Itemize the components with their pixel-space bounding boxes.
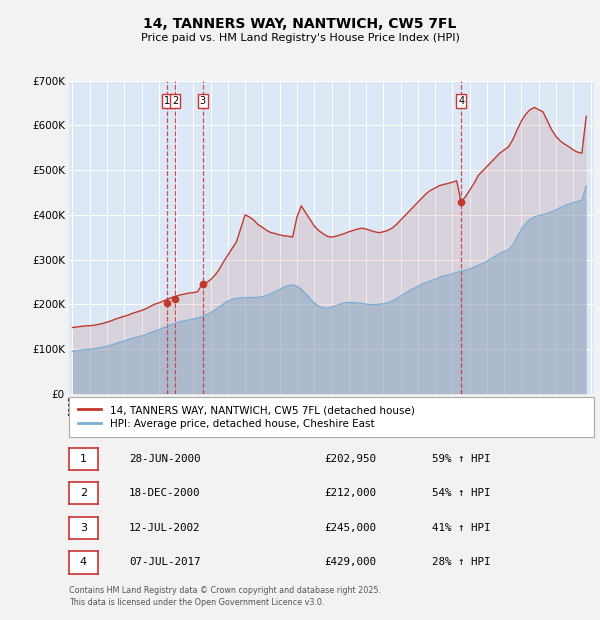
Text: 3: 3: [80, 523, 87, 533]
Text: 54% ↑ HPI: 54% ↑ HPI: [432, 489, 491, 498]
Text: 14, TANNERS WAY, NANTWICH, CW5 7FL: 14, TANNERS WAY, NANTWICH, CW5 7FL: [143, 17, 457, 30]
Text: 28% ↑ HPI: 28% ↑ HPI: [432, 557, 491, 567]
Text: £212,000: £212,000: [324, 489, 376, 498]
Text: 2: 2: [172, 96, 179, 106]
Text: £429,000: £429,000: [324, 557, 376, 567]
Text: 4: 4: [80, 557, 87, 567]
Text: 4: 4: [458, 96, 464, 106]
Text: £245,000: £245,000: [324, 523, 376, 533]
Text: 41% ↑ HPI: 41% ↑ HPI: [432, 523, 491, 533]
Text: 1: 1: [164, 96, 170, 106]
Text: 59% ↑ HPI: 59% ↑ HPI: [432, 454, 491, 464]
Text: 3: 3: [199, 96, 206, 106]
Text: 18-DEC-2000: 18-DEC-2000: [129, 489, 200, 498]
Text: Price paid vs. HM Land Registry's House Price Index (HPI): Price paid vs. HM Land Registry's House …: [140, 33, 460, 43]
Text: 28-JUN-2000: 28-JUN-2000: [129, 454, 200, 464]
Legend: 14, TANNERS WAY, NANTWICH, CW5 7FL (detached house), HPI: Average price, detache: 14, TANNERS WAY, NANTWICH, CW5 7FL (deta…: [74, 401, 419, 433]
Text: 12-JUL-2002: 12-JUL-2002: [129, 523, 200, 533]
Text: 2: 2: [80, 489, 87, 498]
Text: £202,950: £202,950: [324, 454, 376, 464]
Text: Contains HM Land Registry data © Crown copyright and database right 2025.
This d: Contains HM Land Registry data © Crown c…: [69, 586, 381, 607]
Text: 07-JUL-2017: 07-JUL-2017: [129, 557, 200, 567]
Text: 1: 1: [80, 454, 87, 464]
